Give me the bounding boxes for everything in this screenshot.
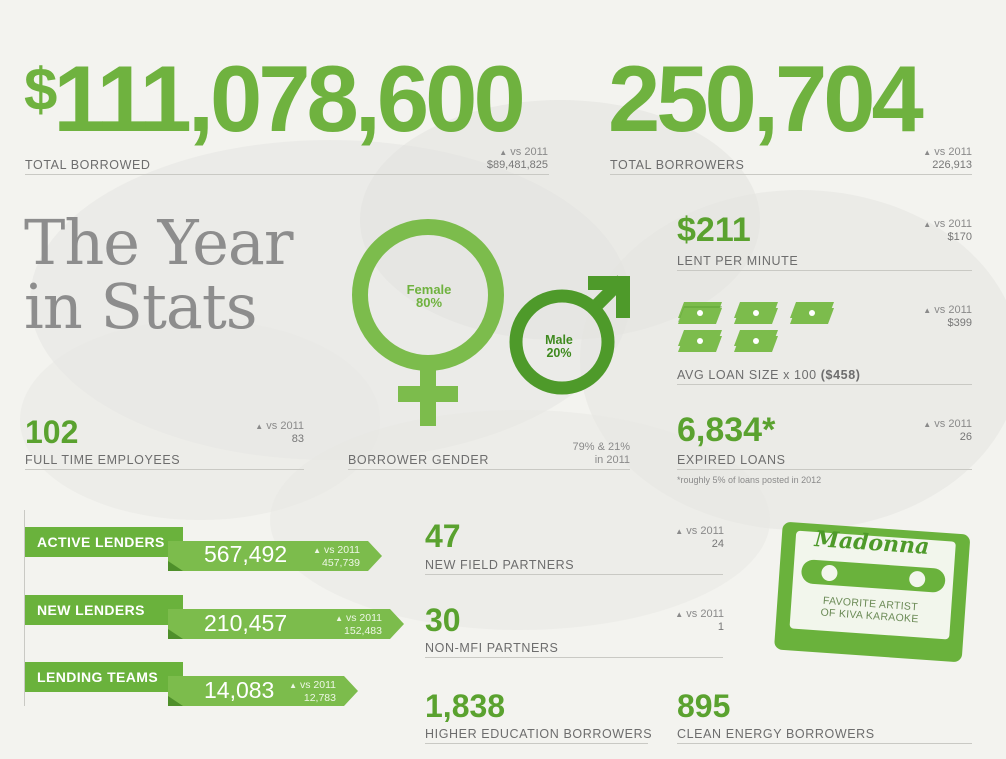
divider [677, 270, 972, 271]
divider [348, 469, 630, 470]
up-arrow-icon: ▲ [499, 148, 508, 157]
avg-loan-label: AVG LOAN SIZE x 100 ($458) [677, 368, 861, 382]
up-arrow-icon: ▲ [675, 610, 684, 619]
divider [24, 510, 25, 706]
money-stack-icon [678, 302, 722, 324]
active-lenders-label: ACTIVE LENDERS [25, 527, 183, 557]
employees-value: 102 [25, 414, 79, 450]
divider [425, 574, 723, 575]
total-borrowed-value: $111,078,600 [24, 46, 526, 151]
lent-per-minute-value: $211 [677, 211, 751, 249]
male-stat: Male 20% [545, 333, 573, 360]
money-stack-icon [734, 302, 778, 324]
lending-teams-value: 14,083 [204, 677, 275, 703]
divider [425, 657, 723, 658]
lending-teams-label: LENDING TEAMS [25, 662, 183, 692]
active-lenders-comparison: ▲ vs 2011 457,739 [313, 544, 360, 569]
expired-loans-label: EXPIRED LOANS [677, 453, 786, 467]
employees-label: FULL TIME EMPLOYEES [25, 453, 181, 467]
up-arrow-icon: ▲ [289, 681, 298, 690]
divider [25, 469, 304, 470]
non-mfi-comparison: ▲ vs 2011 1 [675, 608, 724, 633]
active-lenders-value: 567,492 [204, 541, 288, 567]
expired-loans-value: 6,834* [677, 411, 776, 449]
money-stack-icon [790, 302, 834, 324]
higher-ed-label: HIGHER EDUCATION BORROWERS [425, 727, 653, 741]
avg-loan-comparison: ▲ vs 2011 $399 [923, 304, 972, 329]
money-stacks-icon [678, 302, 834, 352]
total-borrowers-comparison: ▲ vs 2011 226,913 [923, 146, 972, 171]
gender-comparison: 79% & 21% in 2011 [572, 441, 630, 466]
total-borrowed-label: TOTAL BORROWED [25, 158, 151, 172]
divider [25, 174, 549, 175]
divider [677, 743, 972, 744]
field-partners-comparison: ▲ vs 2011 24 [675, 525, 724, 550]
ribbon-band-icon [168, 541, 382, 571]
total-borrowers-label: TOTAL BORROWERS [610, 158, 745, 172]
up-arrow-icon: ▲ [923, 148, 932, 157]
ribbon-band-icon [168, 609, 404, 639]
lent-per-minute-comparison: ▲ vs 2011 $170 [923, 218, 972, 243]
female-stat: Female 80% [406, 282, 452, 310]
non-mfi-value: 30 [425, 602, 461, 638]
up-arrow-icon: ▲ [923, 420, 932, 429]
total-borrowed-comparison: ▲ vs 2011 $89,481,825 [486, 146, 548, 171]
female-symbol-icon [352, 219, 504, 426]
up-arrow-icon: ▲ [675, 527, 684, 536]
divider [610, 174, 972, 175]
field-partners-label: NEW FIELD PARTNERS [425, 558, 575, 572]
divider [677, 384, 972, 385]
expired-loans-comparison: ▲ vs 2011 26 [923, 418, 972, 443]
male-symbol-icon [509, 275, 630, 395]
higher-ed-value: 1,838 [425, 688, 506, 724]
page-title-line2: in Stats [24, 270, 258, 343]
clean-energy-value: 895 [677, 688, 731, 724]
employees-comparison: ▲ vs 2011 83 [255, 420, 304, 445]
lending-teams-comparison: ▲ vs 2011 12,783 [289, 679, 336, 704]
gender-graphic [352, 219, 630, 426]
page-title-line1: The Year [24, 206, 294, 279]
new-lenders-label: NEW LENDERS [25, 595, 183, 625]
new-lenders-comparison: ▲ vs 2011 152,483 [335, 612, 382, 637]
field-partners-value: 47 [425, 518, 461, 554]
cassette-icon [774, 522, 970, 662]
up-arrow-icon: ▲ [335, 614, 344, 623]
borrower-gender-label: BORROWER GENDER [348, 453, 489, 467]
lent-per-minute-label: LENT PER MINUTE [677, 254, 799, 268]
total-borrowers-value: 250,704 [608, 46, 924, 151]
up-arrow-icon: ▲ [255, 422, 264, 431]
ribbon-band-icon [168, 676, 358, 706]
expired-loans-footnote: *roughly 5% of loans posted in 2012 [677, 475, 822, 485]
up-arrow-icon: ▲ [923, 220, 932, 229]
clean-energy-label: CLEAN ENERGY BORROWERS [677, 727, 875, 741]
divider [425, 743, 648, 744]
up-arrow-icon: ▲ [923, 306, 932, 315]
up-arrow-icon: ▲ [313, 546, 322, 555]
new-lenders-value: 210,457 [204, 610, 288, 636]
non-mfi-label: NON-MFI PARTNERS [425, 641, 559, 655]
money-stack-icon [734, 330, 778, 352]
divider [677, 469, 972, 470]
money-stack-icon [678, 330, 722, 352]
